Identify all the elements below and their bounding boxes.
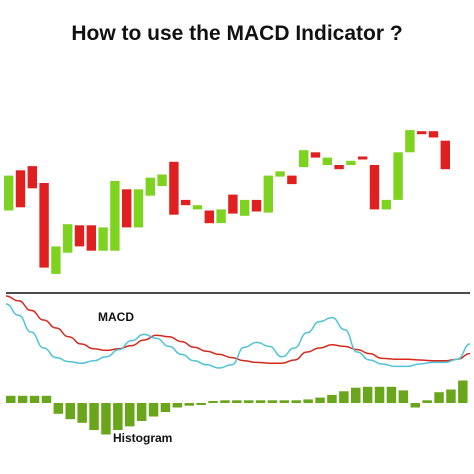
histogram-bar: [113, 403, 123, 430]
candle: [275, 171, 285, 177]
histogram-bar: [255, 400, 266, 403]
histogram-bar: [196, 403, 206, 405]
candle: [310, 152, 321, 158]
histogram-bar: [89, 403, 99, 430]
candle: [358, 156, 368, 160]
candle: [110, 180, 120, 251]
candle: [98, 227, 108, 251]
histogram-bar: [41, 395, 52, 403]
candle: [440, 140, 450, 170]
candle: [393, 152, 403, 200]
histogram-bar: [29, 395, 40, 403]
histogram-bar: [184, 403, 194, 406]
histogram-bar: [148, 403, 159, 417]
histogram-bar: [172, 403, 183, 408]
histogram-bar: [208, 401, 218, 403]
histogram-bar: [232, 400, 242, 403]
histogram-bar: [446, 389, 456, 403]
histogram-bar: [136, 403, 147, 421]
candle: [228, 194, 238, 214]
candle: [417, 131, 427, 135]
candle: [405, 130, 415, 153]
histogram-label: Histogram: [113, 431, 172, 445]
histogram-bar: [362, 386, 373, 403]
histogram-bar: [77, 403, 87, 423]
candle: [299, 150, 309, 168]
histogram-bar: [125, 403, 135, 427]
candle: [381, 199, 391, 210]
histogram-bar: [339, 391, 349, 403]
macd-lines: [5, 295, 471, 369]
histogram-bar: [6, 395, 16, 403]
candle: [86, 225, 96, 251]
histogram-bar: [160, 403, 171, 412]
chart-title: How to use the MACD Indicator ?: [71, 22, 403, 45]
candle: [169, 161, 179, 215]
histogram-bar: [386, 386, 397, 403]
histogram-bar: [53, 403, 64, 414]
candle: [240, 199, 250, 216]
candle: [216, 209, 226, 224]
macd-line: [5, 295, 471, 364]
histogram: [6, 380, 468, 435]
candle: [133, 189, 144, 228]
candle: [204, 210, 214, 224]
candle: [369, 165, 380, 210]
candle: [346, 160, 356, 165]
histogram-bar: [458, 380, 468, 403]
histogram-bar: [220, 400, 230, 403]
histogram-bar: [279, 400, 290, 403]
candle: [74, 225, 85, 247]
candle: [251, 199, 262, 212]
histogram-bar: [434, 392, 444, 403]
candle: [51, 246, 61, 274]
candle: [145, 177, 155, 196]
histogram-bar: [315, 397, 325, 403]
candle: [287, 175, 297, 185]
candle: [15, 170, 26, 208]
candle: [157, 174, 167, 187]
histogram-bar: [243, 400, 254, 403]
histogram-bar: [303, 399, 313, 403]
candle: [4, 175, 14, 211]
histogram-bar: [17, 395, 28, 403]
histogram-bar: [267, 400, 278, 403]
histogram-bar: [410, 403, 420, 408]
candle: [263, 175, 273, 213]
candle: [63, 224, 73, 253]
histogram-bar: [398, 390, 409, 403]
candle: [322, 157, 332, 165]
candle: [39, 183, 49, 268]
candle: [428, 131, 439, 138]
histogram-bar: [291, 400, 301, 403]
candlestick-chart: [4, 130, 450, 274]
histogram-bar: [351, 387, 361, 403]
candle: [122, 189, 132, 228]
candle: [181, 199, 191, 206]
histogram-bar: [374, 386, 385, 403]
candle: [192, 205, 203, 210]
histogram-bar: [65, 403, 75, 420]
histogram-bar: [327, 394, 337, 403]
candle: [27, 166, 37, 189]
candle: [334, 165, 344, 170]
histogram-bar: [101, 403, 111, 435]
macd-label: MACD: [98, 310, 134, 324]
histogram-bar: [422, 400, 432, 403]
signal-line: [5, 303, 471, 369]
